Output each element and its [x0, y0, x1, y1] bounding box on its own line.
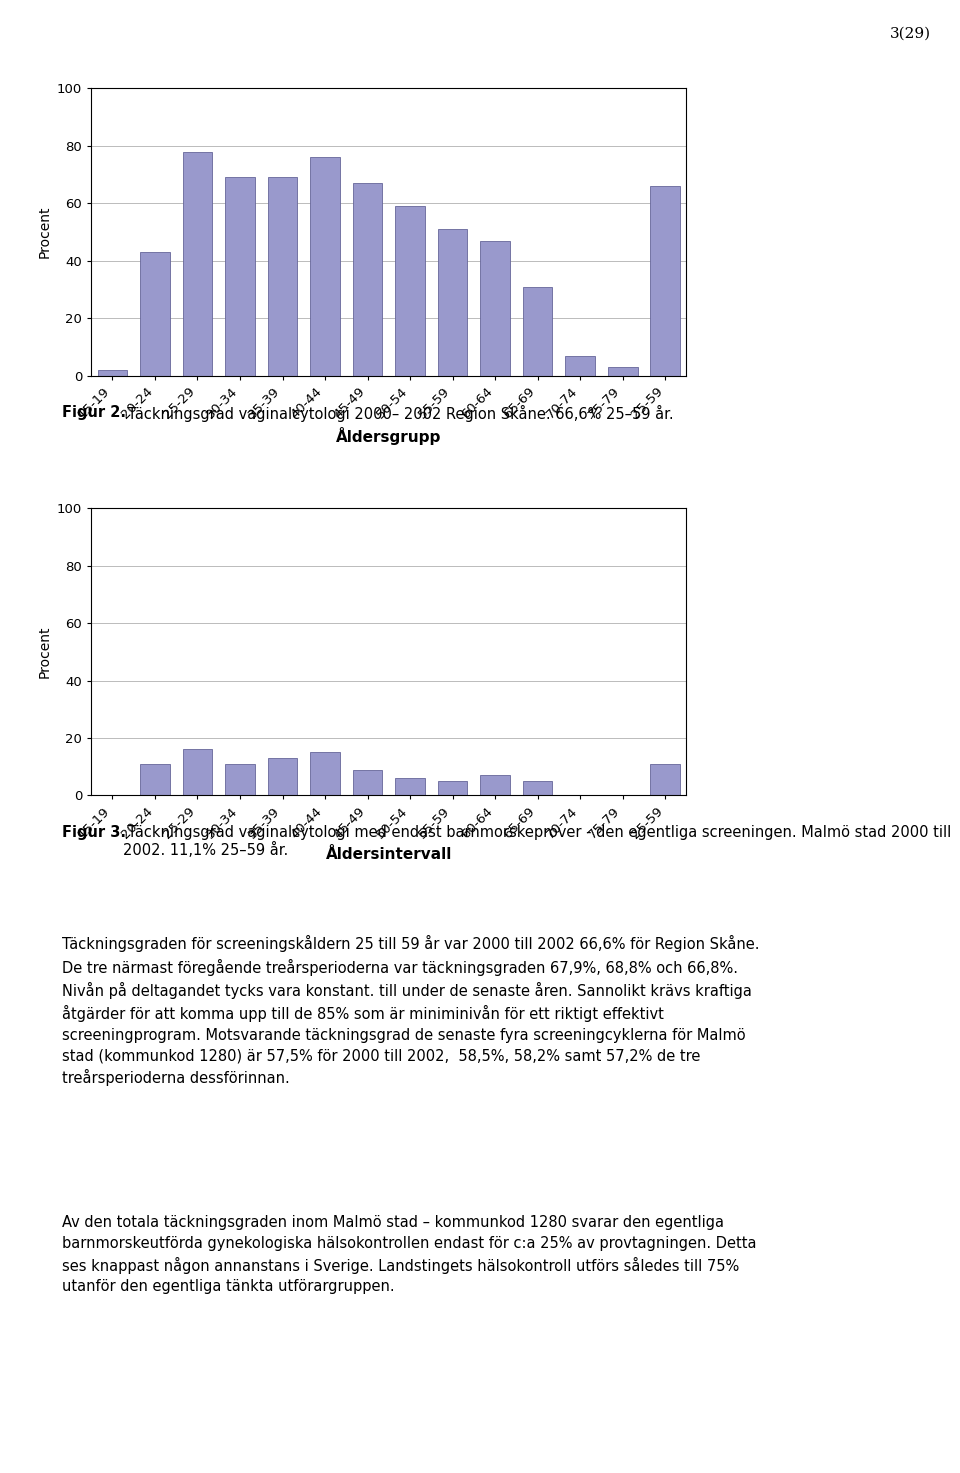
Bar [522, 287, 552, 376]
Text: Täckningsgrad vaginalcytologi 2000– 2002 Region Skåne. 66,6% 25–59 år.: Täckningsgrad vaginalcytologi 2000– 2002… [123, 405, 674, 423]
Bar [310, 158, 340, 376]
Bar [268, 759, 298, 795]
Text: Figur 2.: Figur 2. [62, 405, 127, 420]
Bar [480, 240, 510, 376]
Text: Täckningsgraden för screeningskåldern 25 till 59 år var 2000 till 2002 66,6% för: Täckningsgraden för screeningskåldern 25… [62, 935, 760, 1087]
Bar [438, 230, 468, 376]
Bar [182, 152, 212, 376]
Y-axis label: Procent: Procent [37, 626, 52, 678]
Text: Täckningsgrad vaginalcytologi med endast barnmorskeprover - den egentliga screen: Täckningsgrad vaginalcytologi med endast… [123, 825, 951, 859]
Bar [650, 764, 680, 795]
Text: 3(29): 3(29) [890, 27, 931, 41]
X-axis label: Åldersgrupp: Åldersgrupp [336, 427, 442, 445]
Bar [396, 206, 425, 376]
Bar [565, 355, 595, 376]
Bar [522, 781, 552, 795]
Bar [438, 781, 468, 795]
Bar [225, 177, 254, 376]
Bar [352, 769, 382, 795]
Bar [396, 778, 425, 795]
Y-axis label: Procent: Procent [37, 206, 52, 258]
Bar [98, 370, 128, 376]
Bar [310, 753, 340, 795]
Text: Av den totala täckningsgraden inom Malmö stad – kommunkod 1280 svarar den egentl: Av den totala täckningsgraden inom Malmö… [62, 1215, 756, 1295]
Bar [225, 764, 254, 795]
Bar [352, 183, 382, 376]
Text: Figur 3.: Figur 3. [62, 825, 127, 840]
Bar [608, 367, 637, 376]
Bar [480, 775, 510, 795]
Bar [140, 252, 170, 376]
X-axis label: Åldersintervall: Åldersintervall [325, 847, 452, 862]
Bar [268, 177, 298, 376]
Bar [650, 186, 680, 376]
Bar [140, 764, 170, 795]
Bar [182, 750, 212, 795]
